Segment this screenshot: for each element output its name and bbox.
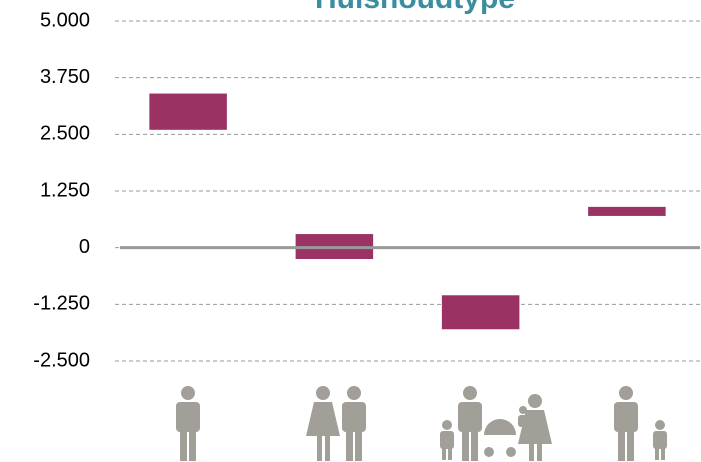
y-tick-label: -1.250: [33, 293, 90, 315]
icon-single: [176, 386, 200, 461]
icon-family: [440, 386, 552, 461]
y-tick-label: -2.500: [33, 349, 90, 371]
y-tick-label: 2.500: [40, 123, 90, 145]
icon-couple: [306, 386, 366, 461]
bar: [588, 206, 666, 216]
y-tick-label: 0: [79, 236, 90, 258]
y-tick-label: 1.250: [40, 179, 90, 201]
y-tick-label: 3.750: [40, 66, 90, 88]
icon-single-parent: [614, 386, 667, 461]
bar: [149, 93, 227, 130]
icons: [176, 386, 667, 461]
bar: [441, 295, 520, 330]
y-tick-label: 5.000: [40, 9, 90, 31]
chart-title: Huishoudtype: [315, 0, 515, 15]
